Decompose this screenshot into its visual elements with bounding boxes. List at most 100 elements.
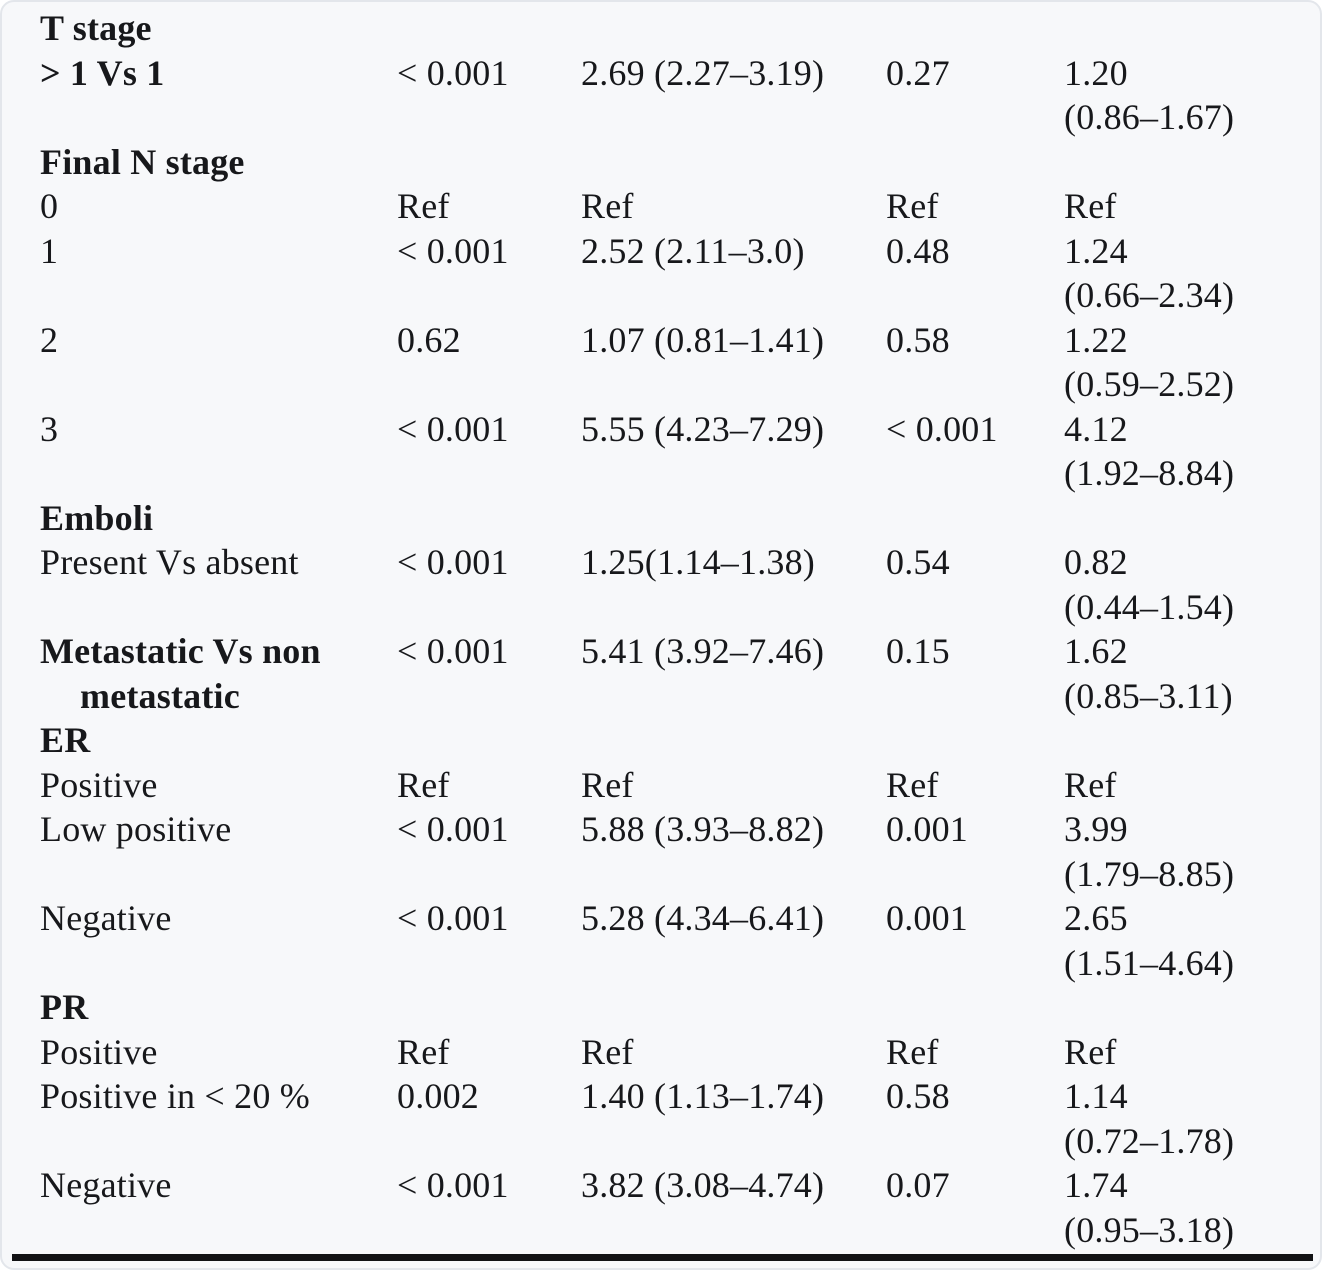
group-row: Final N stage bbox=[40, 140, 1296, 185]
p-value-multivariate: 0.58 bbox=[886, 319, 950, 360]
hr-value: 1.14 bbox=[1064, 1076, 1128, 1116]
hr-ci-univariate: 5.88 (3.93–8.82) bbox=[581, 809, 825, 849]
hr-multivariate: 1.14 (0.72–1.78) bbox=[1064, 1074, 1296, 1163]
p-value-multivariate: Ref bbox=[886, 186, 939, 226]
hr-ci-univariate: Ref bbox=[581, 764, 634, 805]
p-value-univariate: Ref bbox=[397, 186, 450, 226]
variable-label: 0 bbox=[40, 186, 59, 226]
table-row: Metastatic Vs non metastatic < 0.001 5.4… bbox=[40, 629, 1296, 718]
p-value-univariate: < 0.001 bbox=[397, 1165, 509, 1205]
p-value-univariate: < 0.001 bbox=[397, 230, 509, 271]
table-row: Positive Ref Ref Ref Ref bbox=[40, 1030, 1296, 1075]
hr-value: 1.24 bbox=[1064, 230, 1128, 271]
p-value-multivariate: 0.001 bbox=[886, 898, 968, 938]
p-value-univariate: < 0.001 bbox=[397, 631, 509, 671]
hr-multivariate: 4.12 (1.92–8.84) bbox=[1064, 407, 1296, 496]
hr-multivariate: 0.82 (0.44–1.54) bbox=[1064, 540, 1296, 629]
variable-label-line1: Metastatic Vs non bbox=[40, 631, 321, 671]
hr-multivariate: Ref bbox=[1064, 184, 1296, 229]
table-row: 1 < 0.001 2.52 (2.11–3.0) 0.48 1.24 (0.6… bbox=[40, 229, 1296, 318]
ci-value: (0.95–3.18) bbox=[1064, 1209, 1235, 1250]
group-label: T stage bbox=[40, 8, 152, 48]
variable-label: Metastatic Vs non metastatic bbox=[40, 629, 397, 718]
variable-label: Positive bbox=[40, 764, 158, 805]
group-row: ER bbox=[40, 718, 1296, 763]
group-label: PR bbox=[40, 987, 89, 1027]
hr-value: 1.62 bbox=[1064, 631, 1128, 671]
hr-ci-univariate: 5.41 (3.92–7.46) bbox=[581, 631, 825, 671]
p-value-multivariate: 0.48 bbox=[886, 230, 950, 271]
ci-value: (0.85–3.11) bbox=[1064, 675, 1233, 716]
variable-label: > 1 Vs 1 bbox=[40, 52, 165, 93]
hr-ci-univariate: 2.52 (2.11–3.0) bbox=[581, 230, 805, 271]
p-value-multivariate: Ref bbox=[886, 1031, 939, 1072]
p-value-multivariate: 0.58 bbox=[886, 1076, 950, 1116]
ci-value: (0.44–1.54) bbox=[1064, 586, 1235, 627]
hr-value: Ref bbox=[1064, 764, 1117, 805]
variable-label: Positive in < 20 % bbox=[40, 1076, 310, 1116]
variable-label-line2: metastatic bbox=[80, 675, 240, 716]
p-value-multivariate: 0.54 bbox=[886, 542, 950, 582]
table-row: 0 Ref Ref Ref Ref bbox=[40, 184, 1296, 229]
hr-value: Ref bbox=[1064, 186, 1117, 226]
p-value-univariate: 0.62 bbox=[397, 319, 461, 360]
ci-value: (1.92–8.84) bbox=[1064, 453, 1235, 493]
table-row: Low positive < 0.001 5.88 (3.93–8.82) 0.… bbox=[40, 807, 1296, 896]
p-value-multivariate: 0.07 bbox=[886, 1165, 950, 1205]
hr-ci-univariate: 1.07 (0.81–1.41) bbox=[581, 319, 825, 360]
group-row: Emboli bbox=[40, 496, 1296, 541]
group-label: ER bbox=[40, 720, 91, 760]
p-value-univariate: < 0.001 bbox=[397, 898, 509, 938]
hr-value: 1.74 bbox=[1064, 1165, 1128, 1205]
hr-ci-univariate: 5.55 (4.23–7.29) bbox=[581, 408, 825, 449]
hr-value: 1.20 bbox=[1064, 52, 1128, 93]
variable-label: Positive bbox=[40, 1031, 158, 1072]
hr-multivariate: 1.20 (0.86–1.67) bbox=[1064, 51, 1296, 140]
ci-value: (0.86–1.67) bbox=[1064, 97, 1235, 137]
table-bottom-rule bbox=[12, 1254, 1313, 1261]
hr-ci-univariate: 3.82 (3.08–4.74) bbox=[581, 1165, 825, 1205]
p-value-univariate: Ref bbox=[397, 1031, 450, 1072]
p-value-multivariate: < 0.001 bbox=[886, 408, 998, 449]
ci-value: (1.51–4.64) bbox=[1064, 942, 1235, 983]
hr-multivariate: 1.74 (0.95–3.18) bbox=[1064, 1163, 1296, 1252]
variable-label: 2 bbox=[40, 319, 59, 360]
p-value-univariate: Ref bbox=[397, 764, 450, 805]
table-row: Present Vs absent < 0.001 1.25(1.14–1.38… bbox=[40, 540, 1296, 629]
ci-value: (1.79–8.85) bbox=[1064, 853, 1235, 894]
hr-ci-univariate: Ref bbox=[581, 1031, 634, 1072]
group-row: PR bbox=[40, 985, 1296, 1030]
hr-multivariate: Ref bbox=[1064, 763, 1296, 808]
results-table: T stage > 1 Vs 1 < 0.001 2.69 (2.27–3.19… bbox=[40, 6, 1296, 1252]
p-value-multivariate: Ref bbox=[886, 764, 939, 805]
table-row: Negative < 0.001 3.82 (3.08–4.74) 0.07 1… bbox=[40, 1163, 1296, 1252]
hr-multivariate: 1.24 (0.66–2.34) bbox=[1064, 229, 1296, 318]
ci-value: (0.72–1.78) bbox=[1064, 1120, 1235, 1161]
p-value-univariate: < 0.001 bbox=[397, 408, 509, 449]
hr-ci-univariate: 2.69 (2.27–3.19) bbox=[581, 52, 825, 93]
p-value-univariate: 0.002 bbox=[397, 1076, 479, 1116]
p-value-multivariate: 0.001 bbox=[886, 809, 968, 849]
hr-value: 3.99 bbox=[1064, 809, 1128, 849]
variable-label: 3 bbox=[40, 408, 59, 449]
hr-multivariate: Ref bbox=[1064, 1030, 1296, 1075]
variable-label: Negative bbox=[40, 898, 172, 938]
p-value-univariate: < 0.001 bbox=[397, 809, 509, 849]
hr-value: Ref bbox=[1064, 1031, 1117, 1072]
hr-value: 2.65 bbox=[1064, 898, 1128, 938]
group-label: Emboli bbox=[40, 497, 154, 538]
hr-value: 0.82 bbox=[1064, 542, 1128, 582]
variable-label: Low positive bbox=[40, 809, 232, 849]
p-value-multivariate: 0.27 bbox=[886, 52, 950, 93]
hr-ci-univariate: 1.25(1.14–1.38) bbox=[581, 542, 815, 582]
group-row: T stage bbox=[40, 6, 1296, 51]
table-row: 2 0.62 1.07 (0.81–1.41) 0.58 1.22 (0.59–… bbox=[40, 318, 1296, 407]
hr-multivariate: 1.22 (0.59–2.52) bbox=[1064, 318, 1296, 407]
p-value-multivariate: 0.15 bbox=[886, 631, 950, 671]
hr-ci-univariate: Ref bbox=[581, 186, 634, 226]
ci-value: (0.59–2.52) bbox=[1064, 364, 1235, 404]
ci-value: (0.66–2.34) bbox=[1064, 275, 1235, 315]
hr-value: 4.12 bbox=[1064, 408, 1128, 449]
variable-label: Present Vs absent bbox=[40, 542, 299, 582]
